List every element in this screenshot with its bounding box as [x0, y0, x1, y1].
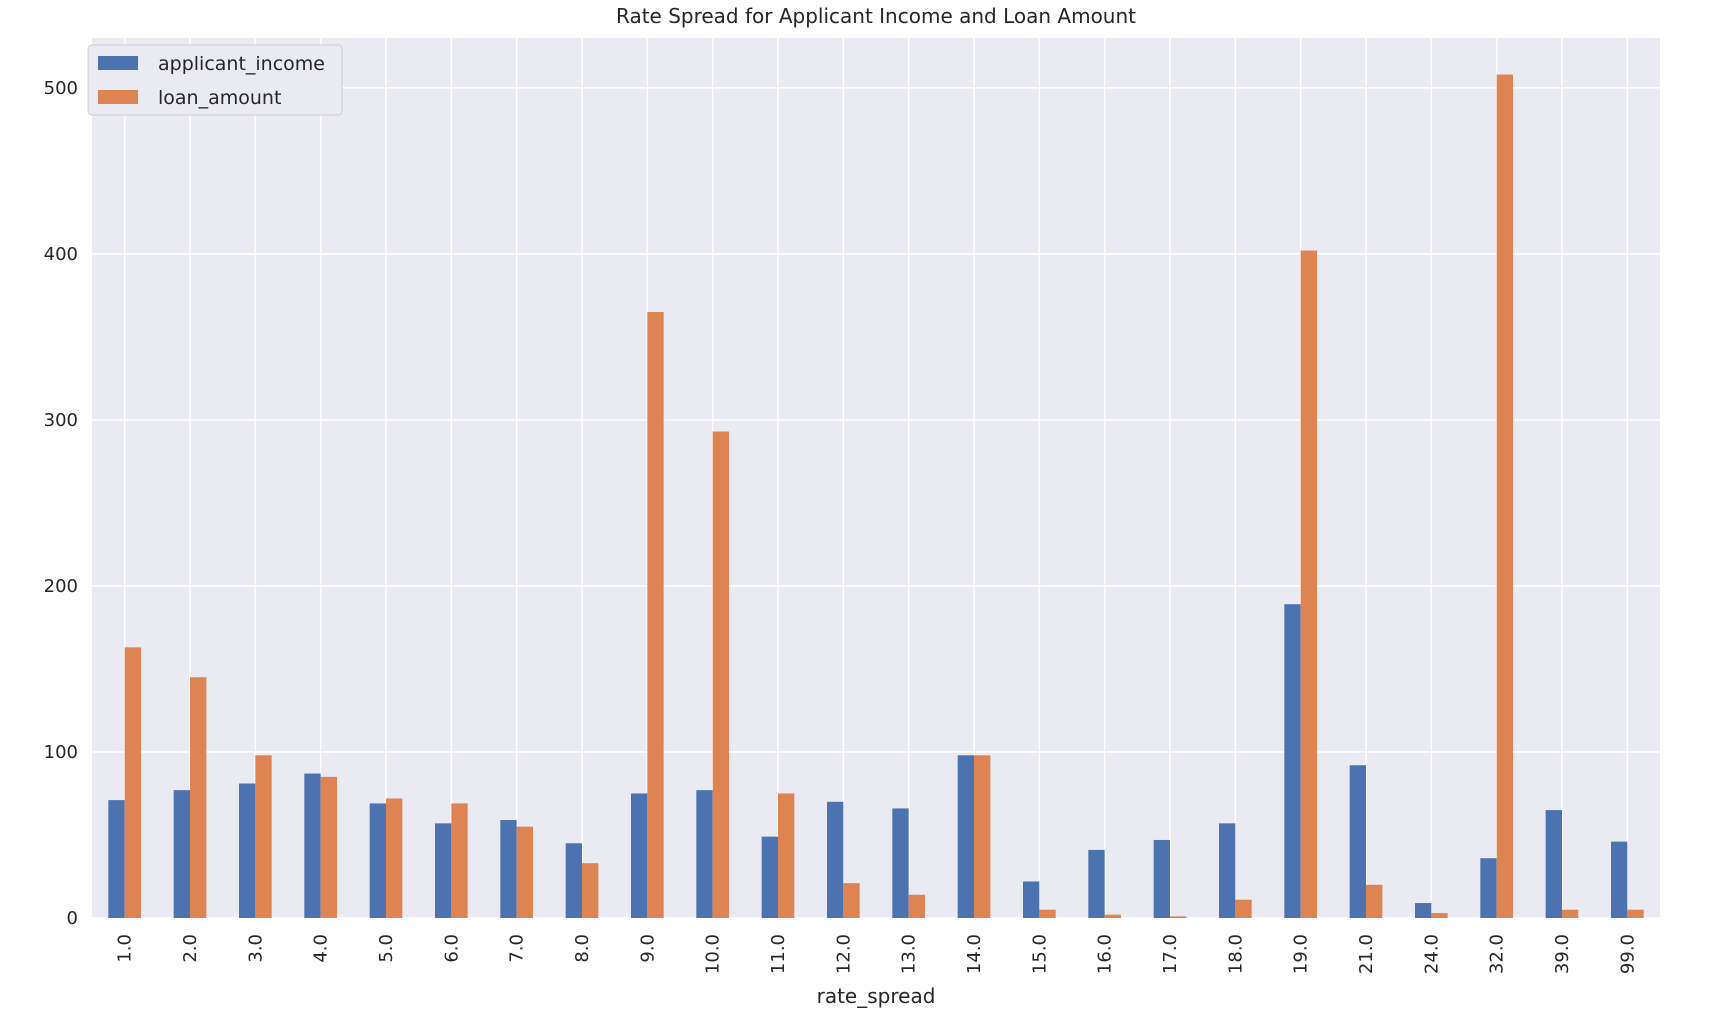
bar-applicant-income-6-0	[435, 823, 452, 918]
x-tick-label: 1.0	[115, 934, 136, 963]
bar-loan-amount-17-0	[1170, 916, 1187, 918]
bar-applicant-income-10-0	[696, 790, 713, 918]
bar-loan-amount-13-0	[908, 894, 925, 918]
bar-loan-amount-14-0	[974, 755, 991, 918]
legend: applicant_income loan_amount	[87, 44, 343, 116]
x-tick-label: 32.0	[1487, 934, 1508, 974]
x-tick-label: 13.0	[899, 934, 920, 974]
bar-applicant-income-13-0	[892, 808, 909, 918]
bar-loan-amount-9-0	[647, 311, 664, 918]
bar-loan-amount-10-0	[712, 431, 729, 918]
bar-applicant-income-14-0	[957, 755, 974, 918]
bar-loan-amount-2-0	[190, 677, 207, 918]
legend-label-applicant-income: applicant_income	[158, 53, 325, 75]
x-tick-label: 6.0	[441, 934, 462, 963]
x-tick-label: 14.0	[964, 934, 985, 974]
bar-loan-amount-16-0	[1104, 914, 1121, 918]
y-tick-label: 100	[44, 742, 78, 763]
bar-applicant-income-99-0	[1611, 841, 1628, 918]
bar-loan-amount-11-0	[778, 793, 795, 918]
bar-applicant-income-19-0	[1284, 604, 1301, 918]
x-tick-label: 7.0	[507, 934, 528, 963]
y-tick-label: 200	[44, 576, 78, 597]
y-tick-label: 500	[44, 78, 78, 99]
x-tick-label: 24.0	[1421, 934, 1442, 974]
bar-loan-amount-1-0	[124, 647, 141, 918]
bar-applicant-income-11-0	[761, 836, 778, 918]
bar-applicant-income-16-0	[1088, 849, 1105, 918]
bar-applicant-income-12-0	[827, 801, 844, 918]
x-axis-ticks: 1.0 2.0 3.0 4.0 5.0 6.0 7.0 8.0 9.0 10.0 11.0 12.0 1…	[115, 934, 1639, 974]
legend-label-loan-amount: loan_amount	[158, 87, 281, 109]
bar-applicant-income-5-0	[369, 803, 386, 918]
x-tick-label: 2.0	[180, 934, 201, 963]
y-tick-label: 400	[44, 244, 78, 265]
bar-applicant-income-4-0	[304, 773, 321, 918]
x-tick-label: 10.0	[703, 934, 724, 974]
bar-loan-amount-19-0	[1300, 250, 1317, 918]
bar-loan-amount-21-0	[1366, 884, 1383, 918]
x-tick-label: 5.0	[376, 934, 397, 963]
bar-loan-amount-99-0	[1627, 909, 1644, 918]
x-tick-label: 18.0	[1225, 934, 1246, 974]
legend-swatch-loan-amount	[98, 90, 138, 104]
bar-applicant-income-1-0	[108, 800, 125, 918]
bar-applicant-income-32-0	[1480, 858, 1497, 918]
plot-background	[92, 38, 1660, 918]
x-tick-label: 19.0	[1291, 934, 1312, 974]
bars	[108, 74, 1644, 918]
x-tick-label: 9.0	[637, 934, 658, 963]
bar-applicant-income-3-0	[239, 783, 256, 918]
x-tick-label: 8.0	[572, 934, 593, 963]
x-tick-label: 99.0	[1617, 934, 1638, 974]
legend-box	[87, 44, 343, 116]
x-tick-label: 16.0	[1095, 934, 1116, 974]
bar-applicant-income-18-0	[1219, 823, 1236, 918]
legend-swatch-applicant-income	[98, 56, 138, 70]
bar-loan-amount-12-0	[843, 883, 860, 918]
bar-loan-amount-6-0	[451, 803, 468, 918]
y-tick-label: 0	[67, 908, 78, 929]
bar-applicant-income-9-0	[631, 793, 648, 918]
bar-applicant-income-15-0	[1023, 881, 1040, 918]
bar-applicant-income-21-0	[1349, 765, 1366, 918]
bar-applicant-income-17-0	[1153, 839, 1170, 918]
bar-loan-amount-39-0	[1562, 909, 1579, 918]
bar-applicant-income-39-0	[1545, 810, 1562, 918]
y-axis-ticks: 0 100 200 300 400 500	[44, 78, 78, 929]
x-axis-label: rate_spread	[817, 984, 936, 1008]
bar-loan-amount-7-0	[516, 826, 533, 918]
x-tick-label: 3.0	[245, 934, 266, 963]
bar-applicant-income-7-0	[500, 820, 517, 918]
x-tick-label: 17.0	[1160, 934, 1181, 974]
x-tick-label: 15.0	[1029, 934, 1050, 974]
bar-loan-amount-24-0	[1431, 913, 1448, 918]
bar-loan-amount-3-0	[255, 755, 272, 918]
bar-loan-amount-32-0	[1496, 74, 1513, 918]
y-tick-label: 300	[44, 410, 78, 431]
x-tick-label: 11.0	[768, 934, 789, 974]
x-tick-label: 39.0	[1552, 934, 1573, 974]
bar-applicant-income-2-0	[173, 790, 190, 918]
bar-applicant-income-8-0	[565, 843, 582, 918]
bar-loan-amount-18-0	[1235, 899, 1252, 918]
x-tick-label: 4.0	[311, 934, 332, 963]
chart-title: Rate Spread for Applicant Income and Loa…	[616, 4, 1136, 28]
x-tick-label: 21.0	[1356, 934, 1377, 974]
bar-loan-amount-8-0	[582, 863, 599, 918]
bar-applicant-income-24-0	[1415, 903, 1432, 918]
x-tick-label: 12.0	[833, 934, 854, 974]
bar-loan-amount-15-0	[1039, 909, 1056, 918]
bar-loan-amount-4-0	[320, 776, 337, 918]
bar-loan-amount-5-0	[386, 798, 403, 918]
